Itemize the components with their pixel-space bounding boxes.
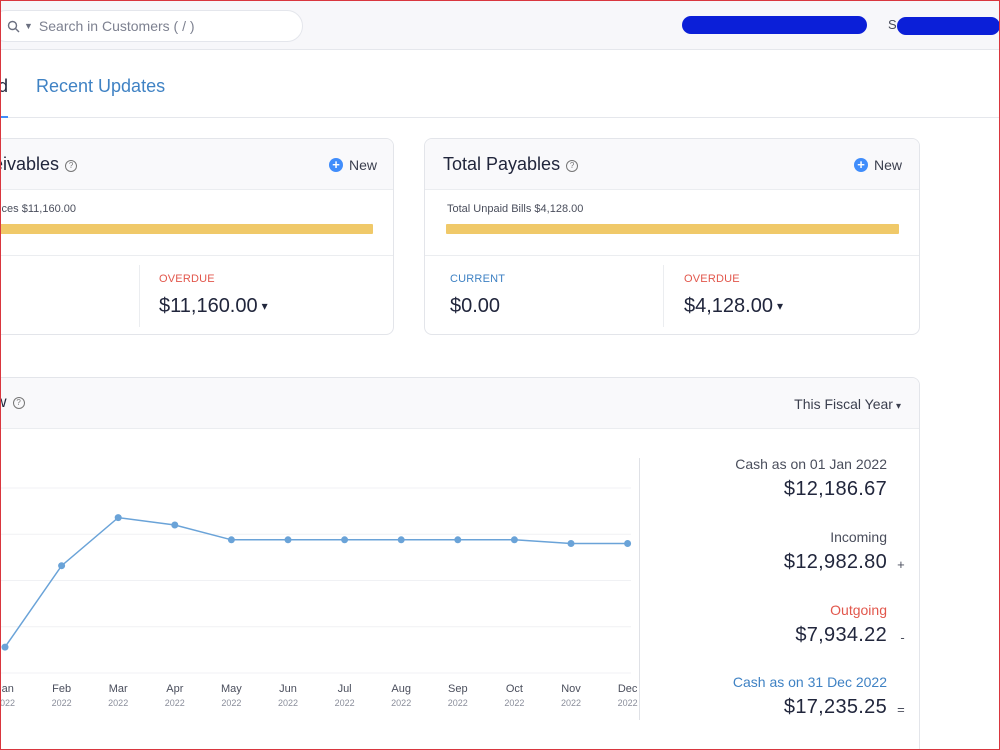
receivables-card: eivables? +New oices $11,160.00 OVERDUE …	[0, 138, 394, 335]
chart-separator	[639, 458, 640, 720]
receivables-title: eivables?	[0, 154, 78, 175]
divider	[425, 255, 919, 256]
x-tick-month: May	[221, 683, 242, 695]
x-tick-year: 2022	[165, 698, 185, 708]
x-tick-year: 2022	[0, 698, 15, 708]
top-bar: ▼ S	[0, 0, 1000, 50]
caret-down-icon: ▾	[895, 401, 901, 412]
cash-summary-item: Incoming $12,982.80 +	[783, 529, 905, 574]
x-tick-month: Sep	[448, 683, 468, 695]
x-tick-month: Mar	[109, 683, 128, 695]
x-tick-month: Jul	[338, 683, 352, 695]
data-point-oct[interactable]	[510, 536, 518, 544]
x-tick-month: Jun	[279, 683, 297, 695]
x-tick-month: Aug	[391, 683, 411, 695]
cash-flow-title: w?	[0, 394, 25, 412]
x-tick-month: Nov	[561, 683, 581, 695]
cash-summary-label: Incoming	[830, 529, 887, 545]
plus-circle-icon: +	[854, 158, 868, 172]
cash-flow-line-chart: Jan 2022 Feb 2022 Mar 2022 Apr 2022 May 2022 Jun 20…	[0, 487, 638, 708]
cash-summary-item: Cash as on 31 Dec 2022 $17,235.25 =	[732, 674, 905, 719]
cash-summary-value: $17,235.25 =	[783, 696, 905, 718]
payables-title: Total Payables?	[443, 154, 579, 175]
cash-summary-label[interactable]: Cash as on 31 Dec 2022	[732, 674, 887, 690]
operator-sign: =	[897, 702, 905, 717]
x-tick-year: 2022	[335, 698, 355, 708]
tab-dashboard[interactable]: d	[0, 76, 9, 118]
cash-summary-label: Outgoing	[830, 602, 887, 618]
cash-summary-value: $7,934.22-	[795, 624, 905, 646]
cash-summary-item: Outgoing $7,934.22-	[795, 602, 905, 647]
user-name-initial: S	[888, 17, 897, 32]
payables-progress-bar[interactable]	[446, 224, 899, 234]
x-tick-year: 2022	[221, 698, 241, 708]
x-tick-year: 2022	[618, 698, 638, 708]
x-tick-year: 2022	[391, 698, 411, 708]
data-point-nov[interactable]	[567, 540, 575, 547]
receivables-header: eivables? +New	[0, 139, 393, 190]
data-point-feb[interactable]	[58, 562, 66, 570]
payables-header: Total Payables? + New	[425, 139, 919, 190]
x-tick-month: Feb	[52, 683, 71, 695]
x-tick-year: 2022	[278, 698, 298, 708]
operator-sign: +	[897, 557, 905, 572]
plus-circle-icon: +	[329, 158, 343, 172]
x-tick-year: 2022	[504, 698, 524, 708]
x-tick-year: 2022	[561, 698, 581, 708]
x-tick-year: 2022	[448, 698, 468, 708]
help-icon[interactable]: ?	[566, 160, 579, 172]
search-input[interactable]	[38, 18, 259, 34]
cash-flow-header: w? This Fiscal Year▾	[0, 378, 919, 429]
receivables-progress-bar[interactable]	[0, 224, 373, 234]
search-box[interactable]: ▼	[0, 10, 303, 42]
current-label: CURRENT	[450, 273, 506, 285]
redacted-org-name	[682, 16, 867, 34]
cash-summary-value: $12,982.80 +	[783, 551, 905, 573]
cash-flow-series-line	[4, 516, 628, 648]
new-payable-button[interactable]: + New	[854, 157, 902, 173]
cash-summary-item: Cash as on 01 Jan 2022 $12,186.67	[735, 456, 887, 501]
help-icon[interactable]: ?	[12, 397, 25, 409]
search-scope-caret-icon[interactable]: ▼	[24, 21, 33, 31]
data-point-aug[interactable]	[397, 536, 405, 544]
unpaid-invoices-label: oices $11,160.00	[0, 203, 76, 215]
divider	[139, 265, 140, 327]
payables-overdue-amount[interactable]: $4,128.00 ▾	[684, 295, 784, 317]
unpaid-bills-label: Total Unpaid Bills $4,128.00	[447, 203, 584, 215]
x-tick-month: Jan	[0, 683, 14, 695]
x-tick-month: Apr	[166, 683, 183, 695]
chevron-down-icon: ▾	[776, 299, 784, 313]
operator-sign: -	[900, 630, 905, 645]
overdue-label: OVERDUE	[159, 273, 215, 285]
x-tick-month: Dec	[618, 683, 638, 695]
divider	[663, 265, 664, 327]
cash-flow-card: w? This Fiscal Year▾ Jan 2022 Feb 2022 Mar 20…	[0, 377, 920, 750]
new-receivable-button[interactable]: + New	[329, 157, 377, 173]
data-point-dec[interactable]	[624, 540, 632, 547]
receivables-overdue-amount[interactable]: $11,160.00 ▾	[159, 295, 268, 317]
data-point-jan[interactable]	[1, 643, 9, 651]
x-tick-year: 2022	[108, 698, 128, 708]
data-point-sep[interactable]	[454, 536, 462, 544]
data-point-apr[interactable]	[171, 521, 179, 529]
overdue-label: OVERDUE	[684, 273, 740, 285]
period-selector[interactable]: This Fiscal Year ▾	[794, 396, 901, 412]
payables-current-amount[interactable]: $0.00	[450, 295, 501, 317]
x-tick-month: Oct	[506, 683, 523, 695]
chevron-down-icon: ▾	[261, 299, 268, 313]
divider	[0, 255, 393, 256]
help-icon[interactable]: ?	[65, 160, 78, 172]
redacted-user-name[interactable]	[897, 17, 1000, 35]
dashboard-tabs: d Recent Updates	[0, 50, 1000, 118]
tab-recent-updates[interactable]: Recent Updates	[36, 76, 166, 96]
data-point-may[interactable]	[227, 536, 235, 544]
search-icon	[7, 20, 20, 32]
data-point-mar[interactable]	[114, 514, 122, 522]
cash-summary-label: Cash as on 01 Jan 2022	[735, 456, 887, 472]
cash-summary-value: $12,186.67	[783, 478, 887, 500]
data-point-jun[interactable]	[284, 536, 292, 544]
data-point-jul[interactable]	[341, 536, 349, 544]
payables-card: Total Payables? + New Total Unpaid Bills …	[424, 138, 920, 335]
x-tick-year: 2022	[52, 698, 72, 708]
